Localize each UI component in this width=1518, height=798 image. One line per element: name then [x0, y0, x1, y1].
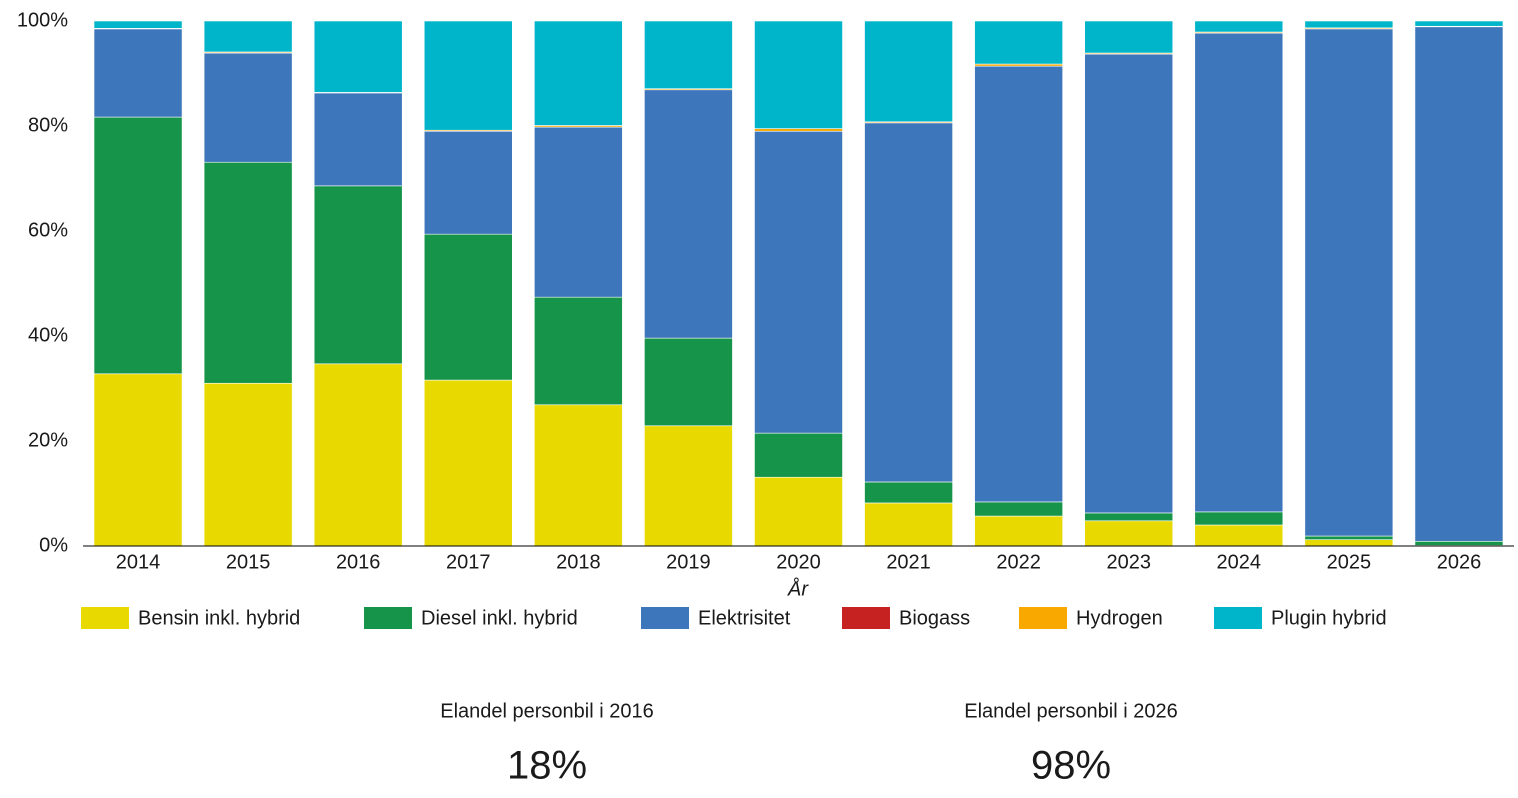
bar-segment — [754, 130, 843, 434]
bar-segment — [754, 476, 843, 547]
bar-segment — [864, 502, 953, 547]
bar-segment — [1194, 524, 1284, 547]
bar-segment — [203, 20, 293, 53]
bar-segment — [534, 404, 623, 547]
bar-segment — [313, 92, 403, 187]
x-tick-label: 2014 — [116, 551, 161, 573]
bar-segment — [754, 20, 843, 129]
bar-segment — [644, 425, 733, 547]
bar-segment — [1304, 539, 1394, 547]
bar-segment — [1414, 20, 1504, 27]
bar-segment — [203, 382, 293, 547]
bar-segment — [1414, 26, 1504, 542]
kpi-label: Elandel personbil i 2026 — [964, 700, 1178, 722]
bar-segment — [1194, 32, 1284, 513]
x-tick-label: 2024 — [1217, 551, 1262, 573]
x-tick-label: 2021 — [886, 551, 931, 573]
x-tick-label: 2016 — [336, 551, 381, 573]
bar-segment — [534, 296, 623, 406]
bar-segment — [644, 337, 733, 427]
legend-swatch — [1019, 607, 1067, 629]
x-tick-label: 2022 — [996, 551, 1041, 573]
bar-segment — [1304, 535, 1394, 541]
x-tick-label: 2023 — [1106, 551, 1151, 573]
bar-segment — [974, 63, 1063, 67]
x-tick-label: 2019 — [666, 551, 711, 573]
bar-segment — [534, 20, 623, 126]
bar-segment — [313, 185, 403, 365]
bar-segment — [203, 52, 293, 163]
x-tick-label: 2026 — [1437, 551, 1482, 573]
bar-segment — [203, 161, 293, 384]
bar-segment — [1084, 20, 1174, 54]
y-tick-label: 40% — [28, 324, 68, 346]
legend-label: Plugin hybrid — [1271, 607, 1387, 629]
bar-segment — [313, 20, 403, 93]
y-tick-label: 0% — [39, 534, 68, 556]
bar-segment — [93, 116, 183, 375]
bar-segment — [754, 432, 843, 478]
bar-segment — [534, 126, 623, 298]
bar-segment — [644, 89, 733, 339]
y-tick-label: 20% — [28, 429, 68, 451]
x-tick-label: 2025 — [1327, 551, 1372, 573]
bar-segment — [754, 128, 843, 132]
bar-segment — [1194, 20, 1284, 33]
legend-swatch — [1214, 607, 1262, 629]
legend-swatch — [842, 607, 890, 629]
legend-swatch — [81, 607, 129, 629]
bar-segment — [93, 373, 183, 547]
bar-segment — [1084, 53, 1174, 514]
x-tick-label: 2017 — [446, 551, 491, 573]
bar-segment — [974, 65, 1063, 503]
x-tick-label: 2018 — [556, 551, 601, 573]
bar-segment — [644, 20, 733, 90]
bar-segment — [1304, 28, 1394, 537]
x-tick-label: 2015 — [226, 551, 271, 573]
y-tick-label: 80% — [28, 114, 68, 136]
bar-segment — [974, 501, 1063, 517]
bar-segment — [864, 20, 953, 123]
bar-segment — [423, 20, 513, 131]
bar-segment — [1304, 20, 1394, 29]
x-axis-label: År — [787, 577, 809, 600]
y-tick-label: 100% — [17, 9, 68, 31]
bar-segment — [423, 379, 513, 547]
bar-segment — [974, 515, 1063, 547]
bar-segment — [93, 28, 183, 118]
legend-label: Hydrogen — [1076, 607, 1163, 629]
legend-swatch — [364, 607, 412, 629]
legend-label: Bensin inkl. hybrid — [138, 607, 300, 629]
kpi-value: 18% — [507, 744, 587, 788]
bar-segment — [1194, 511, 1284, 526]
bar-segment — [1084, 512, 1174, 522]
legend-swatch — [641, 607, 689, 629]
bar-segment — [1414, 540, 1504, 546]
bar-segment — [864, 481, 953, 504]
kpi-value: 98% — [1031, 744, 1111, 788]
y-tick-label: 60% — [28, 219, 68, 241]
bar-segment — [423, 130, 513, 235]
bar-segment — [864, 122, 953, 483]
legend-label: Biogass — [899, 607, 970, 629]
x-tick-label: 2020 — [776, 551, 821, 573]
legend-label: Elektrisitet — [698, 607, 791, 629]
bar-segment — [423, 233, 513, 381]
kpi-label: Elandel personbil i 2016 — [440, 700, 654, 722]
legend-label: Diesel inkl. hybrid — [421, 607, 578, 629]
bar-segment — [1084, 520, 1174, 547]
bar-segment — [93, 20, 183, 29]
bar-segment — [974, 20, 1063, 65]
bar-segment — [313, 363, 403, 547]
